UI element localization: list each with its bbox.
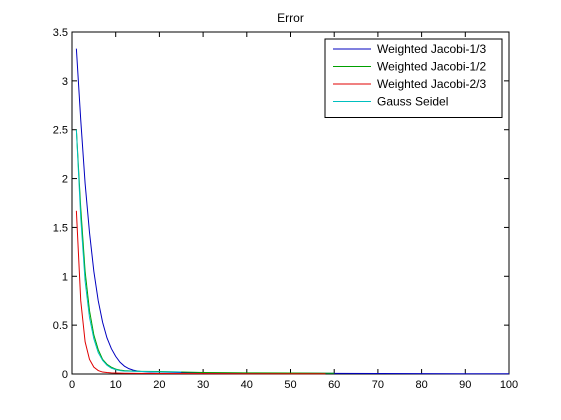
series-line-3 [75, 129, 182, 373]
x-tick-label: 80 [415, 379, 427, 391]
legend-label-0: Weighted Jacobi-1/3 [377, 42, 487, 56]
chart-title: Error [277, 11, 304, 25]
legend-label-2: Weighted Jacobi-2/3 [377, 77, 487, 91]
legend-label-3: Gauss Seidel [377, 95, 448, 109]
y-tick-label: 0.5 [53, 320, 68, 332]
legend: Weighted Jacobi-1/3 Weighted Jacobi-1/2 We… [324, 38, 503, 118]
x-tick-label: 100 [500, 379, 518, 391]
x-tick-label: 50 [284, 379, 296, 391]
y-tick-label: 1 [62, 271, 68, 283]
x-tick-label: 10 [110, 379, 122, 391]
x-tick-label: 30 [197, 379, 209, 391]
series-lines [75, 48, 510, 375]
y-tick-label: 3.5 [53, 27, 68, 39]
y-tick-label: 1.5 [53, 222, 68, 234]
x-tick-label: 60 [328, 379, 340, 391]
y-tick-label: 2 [62, 174, 68, 186]
series-line-2 [75, 210, 326, 375]
legend-box [324, 38, 503, 118]
y-tick-label: 3 [62, 76, 68, 88]
axes: 0 10 20 30 40 50 60 70 80 90 100 0 0.5 1 1.5 2 2.5 3 3.5 [53, 27, 518, 391]
y-tick-label: 2.5 [53, 125, 68, 137]
y-tick-label: 0 [62, 369, 68, 381]
legend-label-1: Weighted Jacobi-1/2 [377, 60, 487, 74]
x-tick-label: 40 [241, 379, 253, 391]
x-tick-label: 0 [69, 379, 75, 391]
x-tick-label: 20 [153, 379, 165, 391]
x-tick-label: 70 [372, 379, 384, 391]
x-tick-label: 90 [459, 379, 471, 391]
